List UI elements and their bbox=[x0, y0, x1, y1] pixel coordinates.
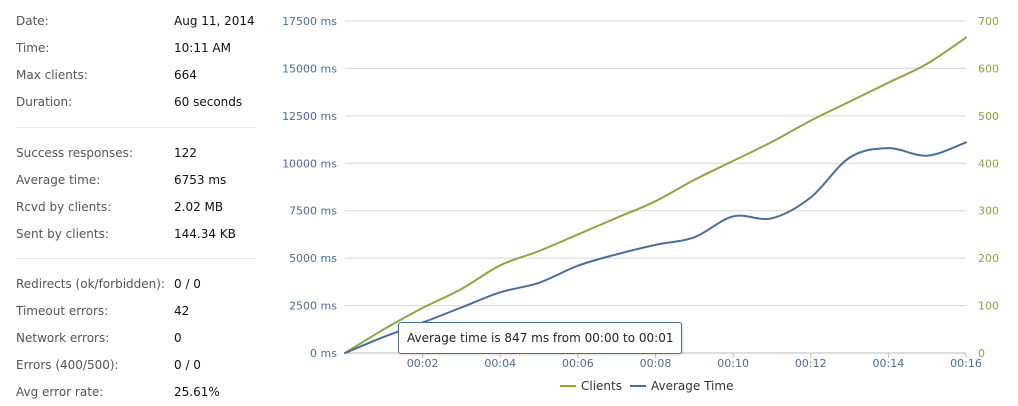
y-left-tick-label: 10000 ms bbox=[282, 157, 337, 170]
y-left-tick-label: 17500 ms bbox=[282, 15, 337, 28]
y-right-tick-label: 100 bbox=[978, 300, 999, 313]
y-right-tick-label: 600 bbox=[978, 62, 999, 75]
y-right-tick-label: 0 bbox=[978, 347, 985, 360]
stat-label: Rcvd by clients: bbox=[16, 200, 112, 214]
stat-label: Date: bbox=[16, 14, 49, 28]
divider bbox=[16, 258, 256, 259]
stat-label: Network errors: bbox=[16, 331, 110, 345]
x-tick-label: 00:04 bbox=[484, 357, 516, 370]
y-left-tick-label: 12500 ms bbox=[282, 110, 337, 123]
x-tick-label: 00:10 bbox=[717, 357, 749, 370]
stat-timeouts: Timeout errors: 42 bbox=[16, 301, 256, 321]
stat-label: Time: bbox=[16, 41, 50, 55]
stat-value: 0 bbox=[174, 331, 182, 345]
y-right-tick-label: 300 bbox=[978, 205, 999, 218]
stat-duration: Duration: 60 seconds bbox=[16, 92, 256, 112]
x-tick-label: 00:16 bbox=[950, 357, 982, 370]
y-left-tick-label: 7500 ms bbox=[289, 205, 337, 218]
stat-date: Date: Aug 11, 2014 bbox=[16, 11, 256, 31]
y-right-tick-label: 500 bbox=[978, 110, 999, 123]
y-left-tick-label: 2500 ms bbox=[289, 300, 337, 313]
stat-value: 25.61% bbox=[174, 385, 220, 399]
stat-value: 2.02 MB bbox=[174, 200, 224, 214]
y-left-tick-label: 15000 ms bbox=[282, 62, 337, 75]
series-line-clients bbox=[344, 36, 967, 354]
stat-value: 6753 ms bbox=[174, 173, 227, 187]
y-left-tick-label: 5000 ms bbox=[289, 252, 337, 265]
stat-value: 144.34 KB bbox=[174, 227, 236, 241]
x-tick-label: 00:08 bbox=[640, 357, 672, 370]
legend-label: Clients bbox=[581, 379, 622, 393]
y-right-tick-label: 400 bbox=[978, 157, 999, 170]
stat-success: Success responses: 122 bbox=[16, 143, 256, 163]
stat-value: 0 / 0 bbox=[174, 277, 201, 291]
stat-value: 122 bbox=[174, 146, 197, 160]
stat-value: 10:11 AM bbox=[174, 41, 231, 55]
x-tick-label: 00:06 bbox=[562, 357, 594, 370]
series-line-average-time bbox=[344, 141, 967, 354]
stat-value: Aug 11, 2014 bbox=[174, 14, 255, 28]
stat-max-clients: Max clients: 664 bbox=[16, 65, 256, 85]
stat-label: Average time: bbox=[16, 173, 101, 187]
stat-label: Timeout errors: bbox=[16, 304, 109, 318]
y-right-tick-label: 200 bbox=[978, 252, 999, 265]
stat-network: Network errors: 0 bbox=[16, 328, 256, 348]
stat-time: Time: 10:11 AM bbox=[16, 38, 256, 58]
stat-errors: Errors (400/500): 0 / 0 bbox=[16, 355, 256, 375]
x-tick-label: 00:12 bbox=[795, 357, 827, 370]
stat-average-time: Average time: 6753 ms bbox=[16, 170, 256, 190]
stat-value: 60 seconds bbox=[174, 95, 243, 109]
stat-value: 664 bbox=[174, 68, 197, 82]
x-tick-label: 00:02 bbox=[407, 357, 439, 370]
y-right-tick-label: 700 bbox=[978, 15, 999, 28]
stat-label: Duration: bbox=[16, 95, 73, 109]
stat-redirects: Redirects (ok/forbidden): 0 / 0 bbox=[16, 274, 256, 294]
stat-error-rate: Avg error rate: 25.61% bbox=[16, 382, 256, 402]
stat-label: Sent by clients: bbox=[16, 227, 109, 241]
chart-tooltip: Average time is 847 ms from 00:00 to 00:… bbox=[398, 322, 683, 354]
stat-label: Errors (400/500): bbox=[16, 358, 119, 372]
stat-sent: Sent by clients: 144.34 KB bbox=[16, 224, 256, 244]
x-tick-label: 00:14 bbox=[873, 357, 905, 370]
stat-value: 42 bbox=[174, 304, 190, 318]
y-left-tick-label: 0 ms bbox=[310, 347, 337, 360]
stat-rcvd: Rcvd by clients: 2.02 MB bbox=[16, 197, 256, 217]
stat-label: Avg error rate: bbox=[16, 385, 104, 399]
stat-label: Success responses: bbox=[16, 146, 133, 160]
stat-value: 0 / 0 bbox=[174, 358, 201, 372]
stat-label: Redirects (ok/forbidden): bbox=[16, 277, 165, 291]
stat-label: Max clients: bbox=[16, 68, 88, 82]
divider bbox=[16, 127, 256, 128]
legend-label: Average Time bbox=[651, 379, 733, 393]
